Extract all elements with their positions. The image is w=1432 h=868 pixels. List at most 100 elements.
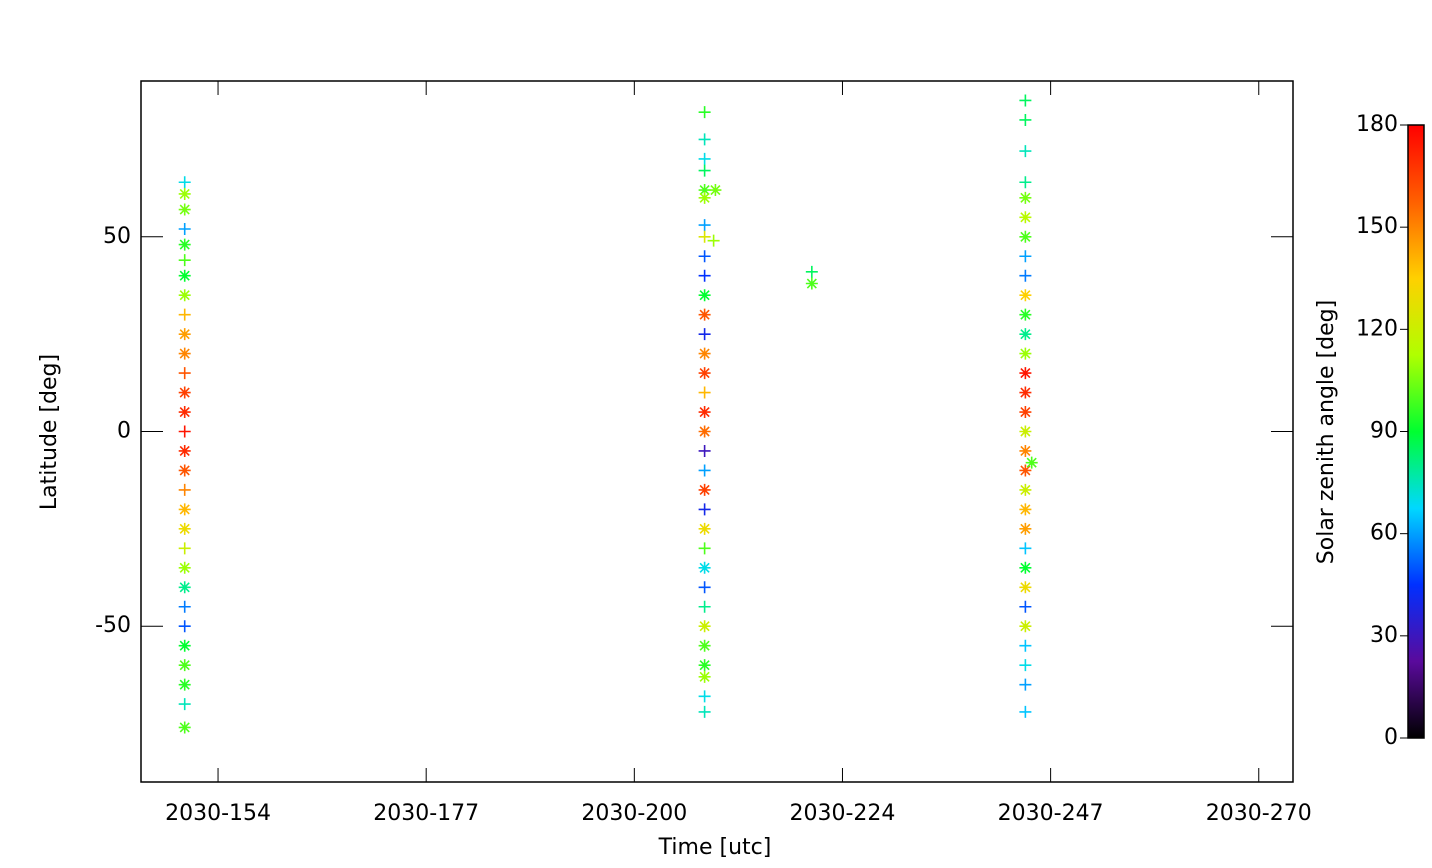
data-point	[178, 698, 191, 711]
data-point	[805, 265, 818, 278]
data-point	[178, 328, 191, 341]
data-point	[698, 600, 711, 613]
data-point	[698, 386, 711, 399]
data-point	[1019, 145, 1032, 158]
data-point	[178, 222, 191, 235]
data-point	[178, 659, 191, 672]
data-point	[698, 483, 711, 496]
data-point	[698, 184, 711, 197]
colorbar-tick-label: 150	[1356, 214, 1398, 239]
colorbar	[1407, 124, 1425, 739]
data-point	[805, 277, 818, 290]
data-point	[698, 522, 711, 535]
data-point	[698, 639, 711, 652]
data-point	[1019, 542, 1032, 555]
data-point	[1019, 386, 1032, 399]
data-point	[178, 600, 191, 613]
colorbar-tick-label: 30	[1370, 623, 1398, 648]
data-point	[698, 425, 711, 438]
data-point	[698, 133, 711, 146]
data-point	[178, 176, 191, 189]
x-tick-label: 2030-270	[1206, 801, 1312, 826]
plot-frame	[140, 80, 1294, 783]
data-point	[707, 234, 720, 247]
colorbar-label: Solar zenith angle [deg]	[1314, 300, 1339, 564]
data-point	[698, 328, 711, 341]
y-tick-label: 0	[117, 419, 131, 444]
data-point	[1019, 176, 1032, 189]
data-point	[1019, 191, 1032, 204]
data-point	[698, 503, 711, 516]
colorbar-tick-label: 0	[1384, 725, 1398, 750]
data-point	[1019, 230, 1032, 243]
data-point	[698, 250, 711, 263]
x-tick-label: 2030-200	[581, 801, 687, 826]
data-point	[1019, 659, 1032, 672]
data-point	[1019, 347, 1032, 360]
data-point	[178, 542, 191, 555]
data-point	[178, 721, 191, 734]
data-point	[709, 184, 722, 197]
data-point	[698, 152, 711, 165]
data-point	[1025, 456, 1038, 469]
colorbar-tick-label: 180	[1356, 112, 1398, 137]
x-tick-label: 2030-224	[790, 801, 896, 826]
x-tick-label: 2030-177	[373, 801, 479, 826]
data-point	[178, 254, 191, 267]
data-point	[178, 238, 191, 251]
data-point	[178, 483, 191, 496]
colorbar-tick-label: 90	[1370, 419, 1398, 444]
data-point	[1019, 581, 1032, 594]
data-point	[698, 542, 711, 555]
data-point	[1019, 113, 1032, 126]
data-point	[1019, 678, 1032, 691]
x-tick-label: 2030-154	[165, 801, 271, 826]
data-point	[178, 620, 191, 633]
data-point	[178, 406, 191, 419]
data-point	[178, 425, 191, 438]
data-point	[178, 203, 191, 216]
data-point	[698, 347, 711, 360]
data-point	[698, 561, 711, 574]
data-point	[698, 191, 711, 204]
data-point	[1019, 94, 1032, 107]
y-tick-label: 50	[103, 224, 131, 249]
data-point	[178, 522, 191, 535]
data-point	[178, 503, 191, 516]
data-point	[178, 561, 191, 574]
y-tick-label: -50	[95, 613, 131, 638]
data-point	[1019, 289, 1032, 302]
data-point	[178, 678, 191, 691]
data-point	[698, 670, 711, 683]
data-point	[178, 347, 191, 360]
data-point	[1019, 639, 1032, 652]
data-point	[698, 230, 711, 243]
data-point	[698, 106, 711, 119]
data-point	[698, 219, 711, 232]
x-tick-label: 2030-247	[998, 801, 1104, 826]
colorbar-tick-label: 120	[1356, 316, 1398, 341]
data-point	[698, 164, 711, 177]
data-point	[178, 367, 191, 380]
data-point	[698, 406, 711, 419]
data-point	[178, 639, 191, 652]
data-point	[1019, 406, 1032, 419]
data-point	[1019, 328, 1032, 341]
data-point	[698, 659, 711, 672]
data-point	[1019, 308, 1032, 321]
data-point	[1019, 425, 1032, 438]
data-point	[1019, 444, 1032, 457]
data-point	[698, 367, 711, 380]
data-point	[698, 464, 711, 477]
colorbar-tick-label: 60	[1370, 521, 1398, 546]
data-point	[1019, 367, 1032, 380]
data-point	[178, 187, 191, 200]
data-point	[698, 620, 711, 633]
data-point	[178, 581, 191, 594]
data-point	[698, 289, 711, 302]
data-point	[1019, 483, 1032, 496]
data-point	[1019, 705, 1032, 718]
data-point	[178, 269, 191, 282]
data-point	[178, 308, 191, 321]
data-point	[698, 444, 711, 457]
